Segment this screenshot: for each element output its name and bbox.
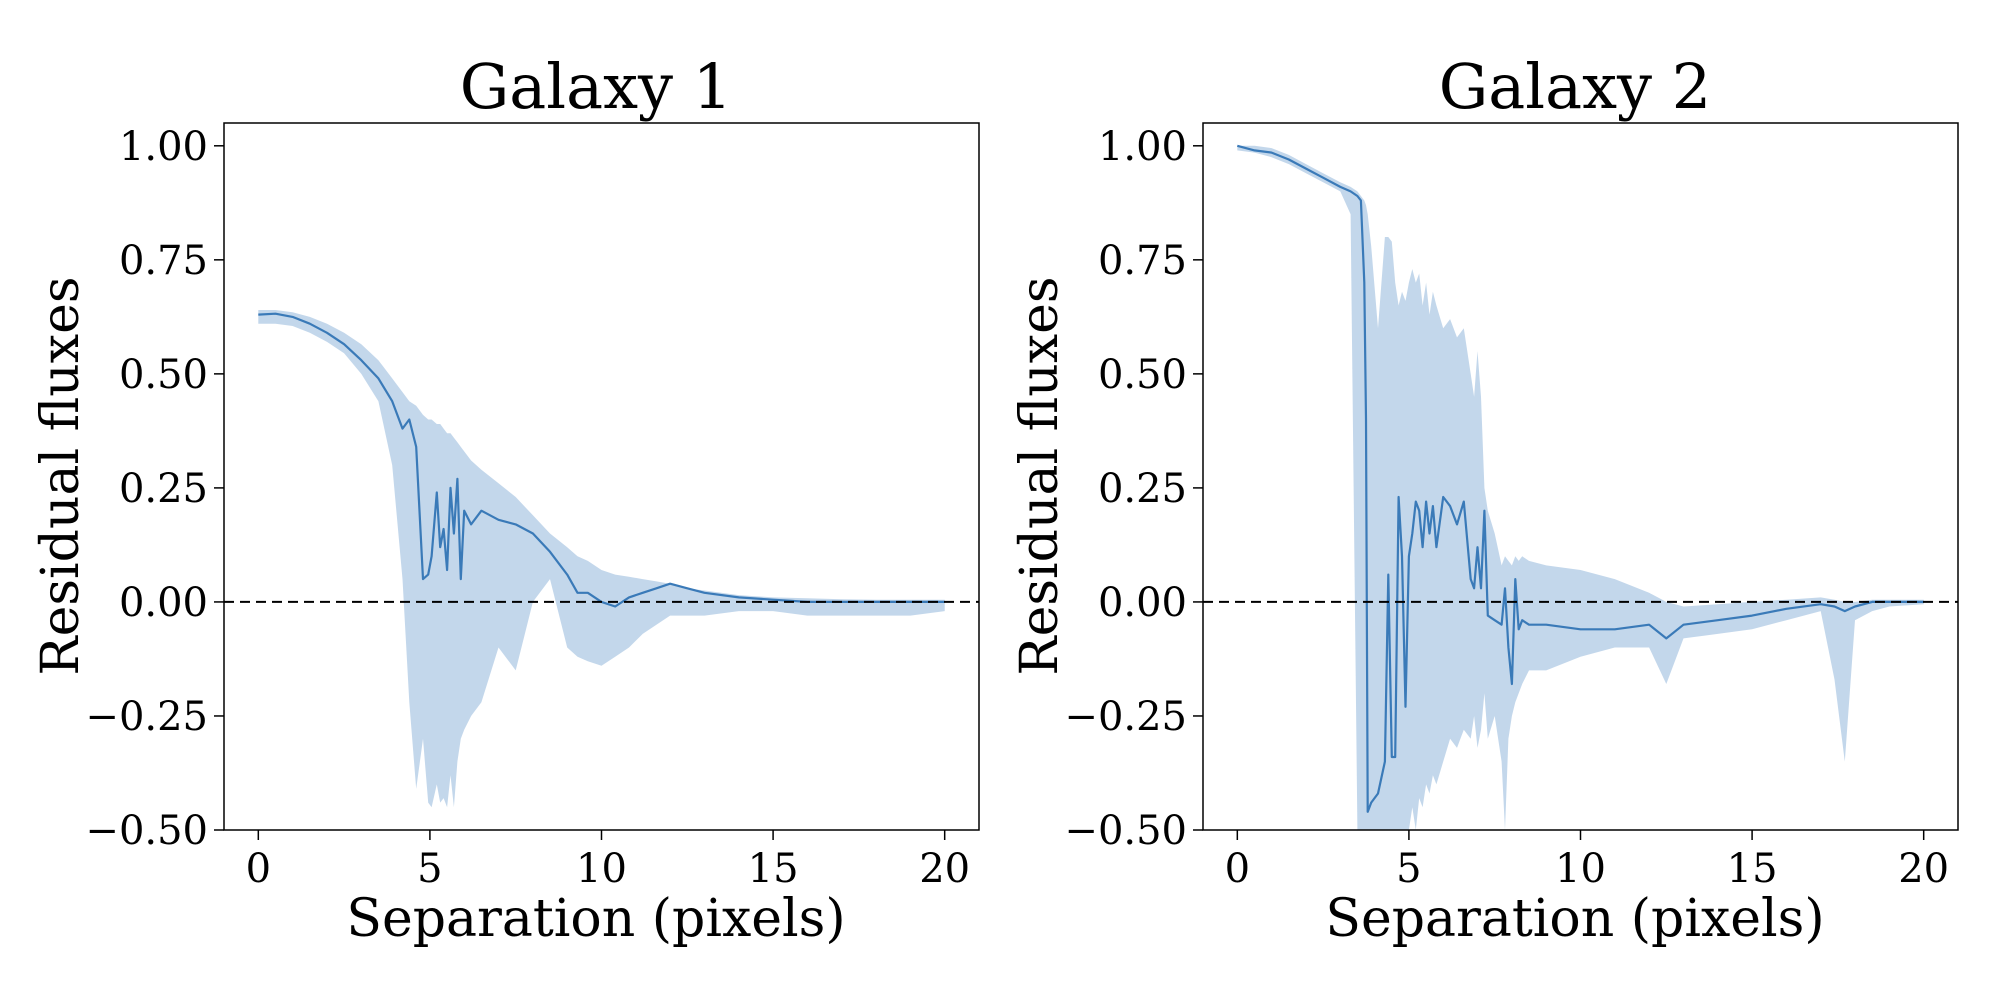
series-band bbox=[258, 310, 945, 808]
axes-frame bbox=[223, 122, 980, 831]
x-tick-label: 20 bbox=[919, 846, 970, 892]
x-tick-label: 10 bbox=[576, 846, 627, 892]
y-axis-label: Residual fluxes bbox=[1010, 276, 1070, 675]
y-tick-label: 0.75 bbox=[1098, 238, 1187, 284]
y-tick-label: 0.00 bbox=[1098, 580, 1187, 626]
x-tick-label: 15 bbox=[1727, 846, 1778, 892]
x-axis-label: Separation (pixels) bbox=[346, 889, 845, 949]
y-tick-label: 1.00 bbox=[119, 124, 208, 170]
y-tick-label: 0.25 bbox=[119, 466, 208, 512]
y-tick-label: −0.50 bbox=[85, 808, 208, 854]
y-tick-label: 1.00 bbox=[1098, 124, 1187, 170]
y-tick-label: −0.25 bbox=[1064, 694, 1187, 740]
y-tick-label: 0.50 bbox=[119, 352, 208, 398]
x-tick-label: 20 bbox=[1898, 846, 1949, 892]
y-tick-label: −0.50 bbox=[1064, 808, 1187, 854]
x-axis-label: Separation (pixels) bbox=[1325, 889, 1824, 949]
x-tick-label: 10 bbox=[1555, 846, 1606, 892]
series-line bbox=[258, 312, 945, 608]
chart-title: Galaxy 2 bbox=[1439, 50, 1711, 123]
y-axis-label: Residual fluxes bbox=[31, 276, 91, 675]
chart-title: Galaxy 1 bbox=[460, 50, 732, 123]
chart-galaxy-2: Galaxy 2 0 5 10 15 20−0.50−0.250.000.250.500… bbox=[1010, 50, 1959, 949]
y-tick-label: 0.75 bbox=[119, 238, 208, 284]
x-tick-label: 0 bbox=[246, 846, 271, 892]
x-tick-label: 5 bbox=[417, 846, 442, 892]
y-tick-label: 0.25 bbox=[1098, 466, 1187, 512]
chart-galaxy-1: Galaxy 1 0 5 10 15 20−0.50−0.250.000.250.500… bbox=[31, 50, 980, 949]
x-tick-label: 0 bbox=[1225, 846, 1250, 892]
series-line bbox=[1237, 144, 1924, 813]
y-tick-label: 0.00 bbox=[119, 580, 208, 626]
plot-area bbox=[1203, 144, 1958, 830]
axis-ticks: 0 5 10 15 20 −0.50 −0.25 0.00 0.25 0.50 0.75 1.00 bbox=[1064, 124, 1949, 892]
plot-area bbox=[224, 310, 979, 808]
x-tick-label: 5 bbox=[1396, 846, 1421, 892]
y-tick-label: 0.50 bbox=[1098, 352, 1187, 398]
y-tick-label: −0.25 bbox=[85, 694, 208, 740]
axis-ticks: 0 5 10 15 20 −0.50 −0.25 0.00 0.25 0.50 0.75 1.00 bbox=[85, 124, 970, 892]
x-tick-label: 15 bbox=[748, 846, 799, 892]
series-band bbox=[1237, 145, 1924, 830]
